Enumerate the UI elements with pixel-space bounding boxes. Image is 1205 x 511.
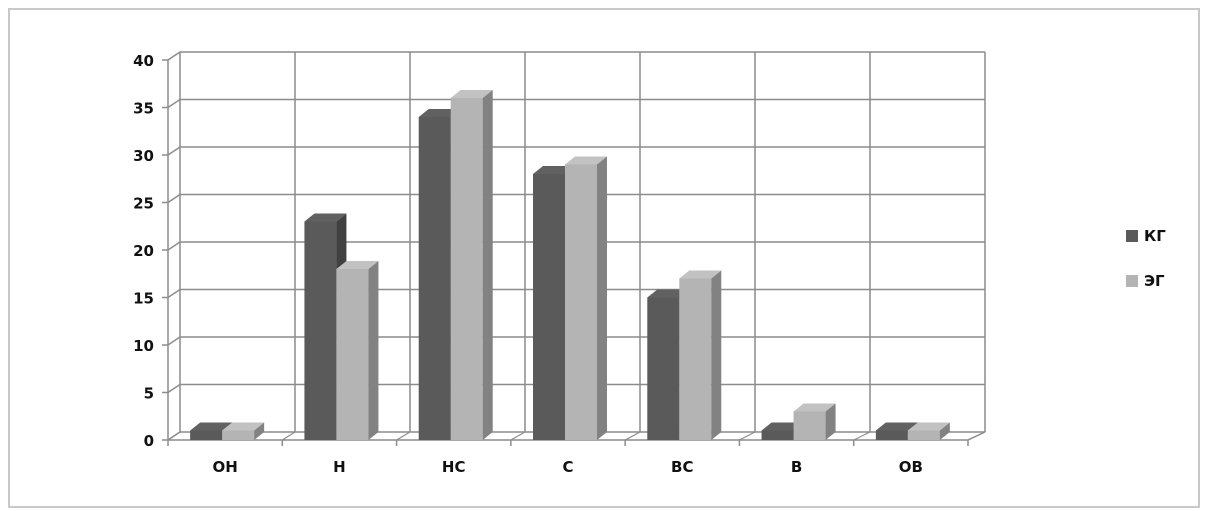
y-tick-label-5: 5 xyxy=(144,385,154,403)
floor-divider-2 xyxy=(396,431,411,441)
bar-top xyxy=(190,422,233,431)
y-tick-label-10: 10 xyxy=(133,337,154,355)
bar-top xyxy=(418,109,461,117)
wall-gridline-35 xyxy=(167,98,181,109)
floor-divider-6 xyxy=(853,431,871,441)
bar-top xyxy=(304,213,347,222)
bar-front xyxy=(647,297,680,440)
bar-top xyxy=(647,289,690,298)
bar-top xyxy=(450,90,493,98)
bar-front xyxy=(565,164,597,440)
bar-top xyxy=(222,422,265,431)
wall-gridline-10 xyxy=(167,336,181,346)
floor-divider-0 xyxy=(167,431,181,441)
y-tick-label-40: 40 xyxy=(133,52,154,70)
bar-side xyxy=(597,156,607,440)
x-tick-label-Н: Н xyxy=(333,458,346,476)
bar-front xyxy=(450,98,483,440)
bar-top xyxy=(533,166,575,174)
legend-swatch-КГ xyxy=(1126,230,1138,242)
bar-top xyxy=(679,270,722,279)
floor-divider-3 xyxy=(510,431,526,441)
wall-gridline-25 xyxy=(167,193,181,204)
wall-gridline-15 xyxy=(167,288,181,299)
bar-top xyxy=(875,422,918,431)
legend: КГ ЭГ xyxy=(1126,227,1166,290)
bar-top xyxy=(761,422,804,431)
bar-ЭГ-Н xyxy=(336,261,379,440)
y-tick-label-15: 15 xyxy=(133,290,154,308)
wall-gridline-5 xyxy=(167,383,181,394)
x-tick-label-ВС: ВС xyxy=(671,458,693,476)
bar-ЭГ-В xyxy=(793,403,836,440)
wall-gridline-30 xyxy=(167,146,181,156)
wall-gridline-20 xyxy=(167,241,181,251)
x-tick-label-НС: НС xyxy=(442,458,466,476)
bar-front xyxy=(222,430,255,440)
bar-front xyxy=(336,269,369,440)
x-tick-label-С: С xyxy=(562,458,573,476)
bar-side xyxy=(254,422,265,440)
bar-front xyxy=(190,430,223,440)
bar-ЭГ-ОН xyxy=(222,422,265,440)
wall-gridline-40 xyxy=(167,51,181,61)
legend-label-ЭГ: ЭГ xyxy=(1144,272,1165,290)
legend-label-КГ: КГ xyxy=(1144,227,1166,245)
floor-divider-4 xyxy=(624,431,641,441)
bar-ЭГ-ВС xyxy=(679,270,722,440)
bar-side xyxy=(825,403,836,440)
bar-side xyxy=(939,422,950,440)
bar-ЭГ-ОВ xyxy=(907,422,950,440)
y-tick-label-20: 20 xyxy=(133,242,154,260)
bar-front xyxy=(907,430,940,440)
bar-front xyxy=(761,430,794,440)
bar-front xyxy=(533,174,565,440)
bar-side xyxy=(368,261,379,440)
bar-front xyxy=(304,221,337,440)
floor-divider-5 xyxy=(739,431,756,441)
bar-ЭГ-НС xyxy=(450,90,493,440)
x-tick-label-В: В xyxy=(791,458,802,476)
bar-top xyxy=(793,403,836,412)
bar-top xyxy=(907,422,950,431)
bar-ЭГ-С xyxy=(565,156,607,440)
bar-side xyxy=(711,270,722,440)
bar-front xyxy=(679,278,712,440)
floor-divider-1 xyxy=(281,431,296,441)
bar-front xyxy=(793,411,826,440)
y-tick-label-30: 30 xyxy=(133,147,154,165)
legend-swatch-ЭГ xyxy=(1126,275,1138,287)
bar-top xyxy=(336,261,379,269)
y-tick-label-35: 35 xyxy=(133,100,154,118)
bar-front xyxy=(875,430,908,440)
floor-divider-7 xyxy=(967,431,986,441)
bar-side xyxy=(482,90,493,440)
y-tick-label-25: 25 xyxy=(133,195,154,213)
bar-top xyxy=(565,156,607,165)
x-tick-label-ОН: ОН xyxy=(212,458,237,476)
x-tick-label-ОВ: ОВ xyxy=(899,458,923,476)
y-tick-label-0: 0 xyxy=(144,432,154,450)
bar-front xyxy=(418,117,451,440)
